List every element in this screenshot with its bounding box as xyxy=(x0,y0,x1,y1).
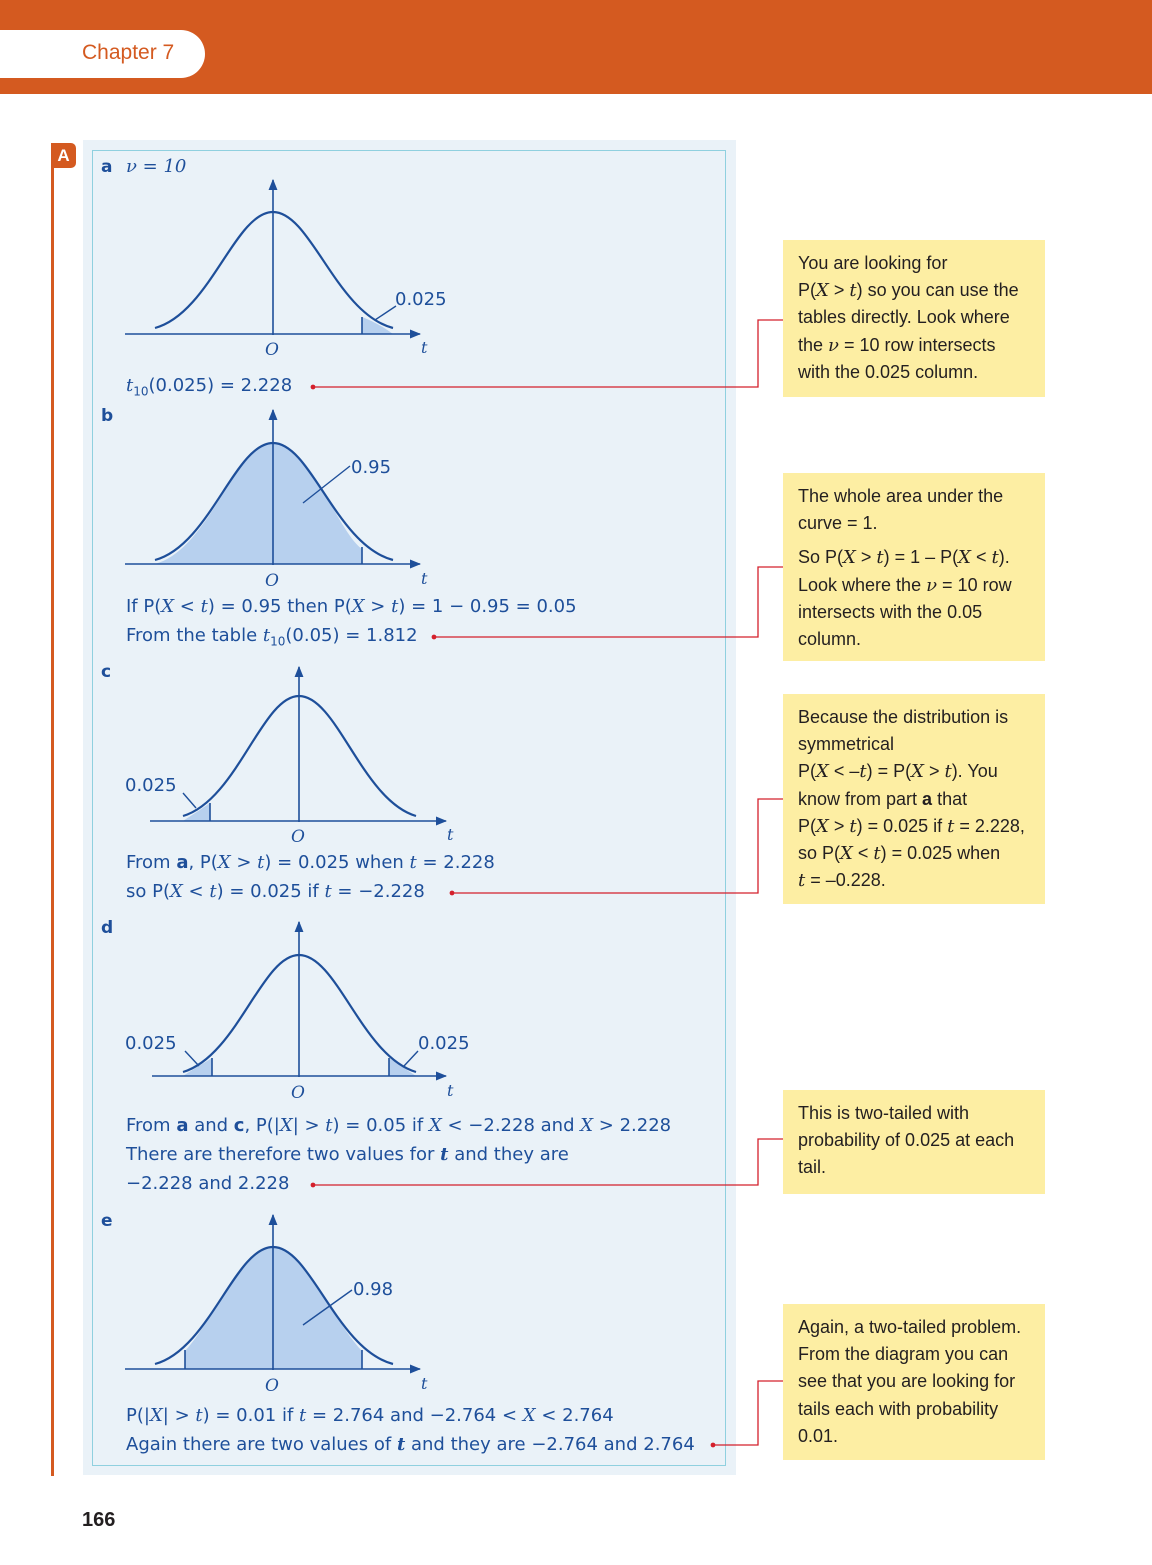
connector-d-dot xyxy=(310,1182,316,1188)
part-d-origin-label: O xyxy=(291,1083,305,1103)
part-d-right-area-label: 0.025 xyxy=(418,1033,470,1054)
section-rule xyxy=(51,168,54,1476)
part-a-area-label: 0.025 xyxy=(395,289,447,310)
note-c-line-6: so P(X < t) = 0.025 when xyxy=(798,843,1001,865)
part-c-line-2: so P(X < t) = 0.025 if t = −2.228 xyxy=(126,881,425,902)
part-a-nu: ν = 10 xyxy=(126,156,187,177)
part-b-line-1: If P(X < t) = 0.95 then P(X > t) = 1 − 0… xyxy=(126,596,577,617)
part-a-axis-label: t xyxy=(421,338,428,357)
diagram-d xyxy=(152,920,448,1081)
part-c-axis-label: t xyxy=(447,825,454,844)
part-b-label: b xyxy=(101,406,114,426)
connector-e-dot xyxy=(710,1442,716,1448)
part-e-line-2: Again there are two values of t and they… xyxy=(126,1434,695,1455)
note-part-d: This is two-tailed with probability of 0… xyxy=(783,1090,1045,1194)
note-b-line-3: intersects with the 0.05 xyxy=(798,601,983,622)
chapter-tab xyxy=(0,30,205,78)
diagram-c xyxy=(150,665,448,826)
note-c-line-3: P(X < –t) = P(X > t). You xyxy=(798,761,998,783)
part-d-label: d xyxy=(101,918,114,938)
part-d-line-3: −2.228 and 2.228 xyxy=(126,1173,290,1194)
note-c-line-5: P(X > t) = 0.025 if t = 2.228, xyxy=(798,815,1025,837)
note-b-line-4: column. xyxy=(798,629,862,650)
note-b-paragraph-1: The whole area under the curve = 1. xyxy=(798,486,1004,534)
note-part-c: Because the distribution is symmetrical … xyxy=(783,694,1045,904)
diagram-b xyxy=(125,408,422,569)
note-b-line-2: Look where the ν = 10 row xyxy=(798,574,1012,596)
diagram-e-leader xyxy=(302,1289,353,1326)
part-a-label: a xyxy=(101,157,113,177)
diagram-c-left-tail xyxy=(183,803,210,821)
note-d-text: This is two-tailed with probability of 0… xyxy=(798,1103,1015,1178)
page-number: 166 xyxy=(82,1509,116,1531)
note-c-line-2: symmetrical xyxy=(798,734,895,755)
note-c-line-7: t = –0.228. xyxy=(798,870,886,892)
part-c-area-label: 0.025 xyxy=(125,775,177,796)
part-b-line-2: From the table t10(0.05) = 1.812 xyxy=(126,625,418,649)
part-b-area-label: 0.95 xyxy=(351,457,392,478)
note-c-line-4: know from part a that xyxy=(798,788,968,809)
note-part-e: Again, a two-tailed problem. From the di… xyxy=(783,1304,1045,1460)
solution-panel-border xyxy=(92,150,726,1466)
connector-c xyxy=(452,798,783,894)
part-c-label: c xyxy=(101,662,112,682)
part-e-label: e xyxy=(101,1211,113,1231)
part-e-origin-label: O xyxy=(265,1376,279,1396)
connector-d xyxy=(313,1138,783,1186)
note-a-line-2: P(X > t) so you can use the xyxy=(798,280,1019,302)
connector-a-dot xyxy=(310,384,316,390)
part-d-line-2: There are therefore two values for t and… xyxy=(126,1144,569,1165)
part-b-origin-label: O xyxy=(265,571,279,591)
diagram-e xyxy=(125,1213,422,1374)
section-badge: A xyxy=(51,143,76,168)
diagram-b-leader xyxy=(302,465,351,504)
note-a-line-3: tables directly. Look where xyxy=(798,307,1010,328)
part-d-axis-label: t xyxy=(447,1081,454,1100)
connector-a xyxy=(313,319,783,388)
note-a-line-5: with the 0.025 column. xyxy=(798,361,979,382)
note-b-line-1: So P(X > t) = 1 – P(X < t). xyxy=(798,547,1010,569)
diagram-a-leader xyxy=(374,305,397,321)
part-e-line-1: P(|X| > t) = 0.01 if t = 2.764 and −2.76… xyxy=(126,1405,614,1426)
note-connectors xyxy=(310,319,783,1448)
diagram-a xyxy=(125,178,422,339)
note-part-a: You are looking for P(X > t) so you can … xyxy=(783,240,1045,397)
part-d-line-1: From a and c, P(|X| > t) = 0.05 if X < −… xyxy=(126,1115,672,1136)
part-e-area-label: 0.98 xyxy=(353,1279,394,1300)
note-a-line-1: You are looking for xyxy=(798,253,948,273)
solution-panel xyxy=(83,140,736,1475)
note-part-b: The whole area under the curve = 1. So P… xyxy=(783,473,1045,661)
diagram-d-right-leader xyxy=(403,1050,419,1067)
diagram-a-right-tail xyxy=(362,317,393,334)
chapter-label: Chapter 7 xyxy=(82,41,175,64)
diagram-d-left-leader xyxy=(184,1050,200,1067)
part-a-result: t10(0.025) = 2.228 xyxy=(126,375,293,399)
connector-c-dot xyxy=(449,890,455,896)
part-d-left-area-label: 0.025 xyxy=(125,1033,177,1054)
part-c-origin-label: O xyxy=(291,827,305,847)
part-b-axis-label: t xyxy=(421,569,428,588)
diagram-d-left-tail xyxy=(183,1058,212,1076)
note-e-text: Again, a two-tailed problem. From the di… xyxy=(798,1317,1022,1446)
note-c-line-1: Because the distribution is xyxy=(798,707,1009,727)
note-a-line-4: the ν = 10 row intersects xyxy=(798,334,996,356)
connector-e xyxy=(713,1380,783,1446)
diagram-c-leader xyxy=(182,792,197,809)
part-e-axis-label: t xyxy=(421,1374,428,1393)
connector-b xyxy=(434,566,783,638)
diagram-a-curve xyxy=(154,210,394,330)
part-a-origin-label: O xyxy=(265,340,279,360)
part-c-line-1: From a, P(X > t) = 0.025 when t = 2.228 xyxy=(126,852,495,873)
connector-b-dot xyxy=(431,634,437,640)
